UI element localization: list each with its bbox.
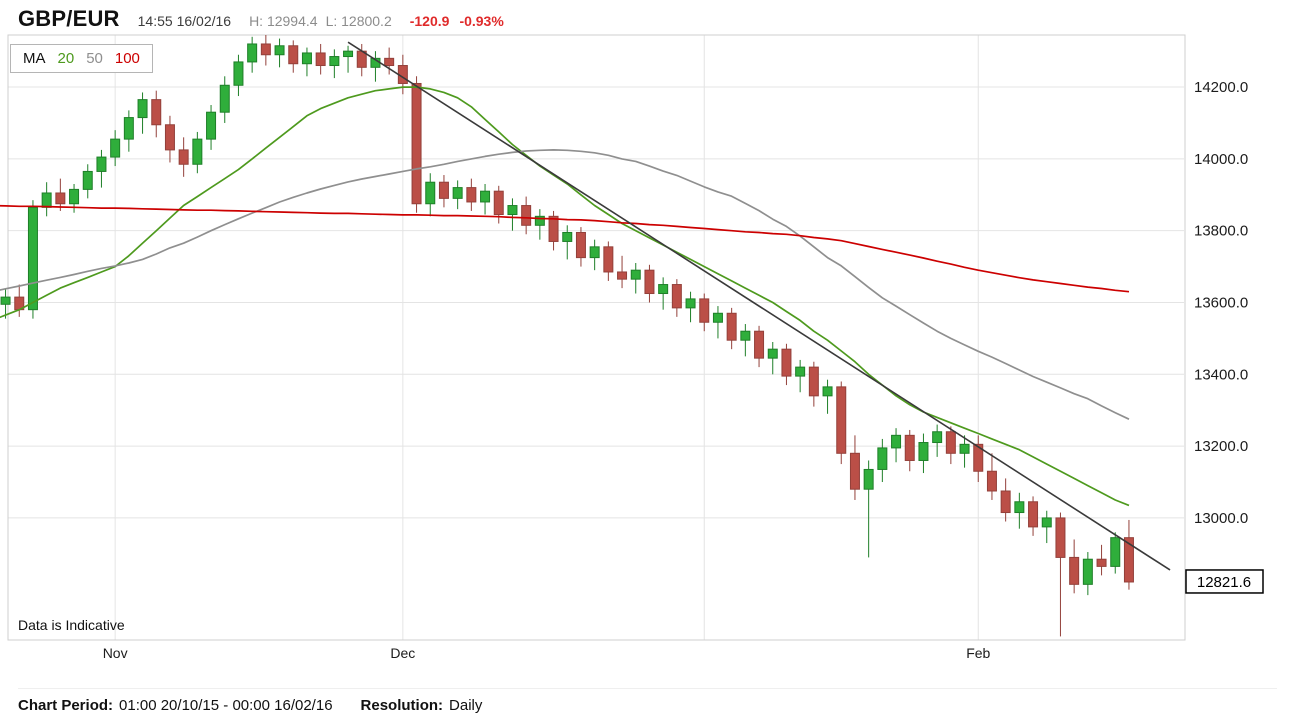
svg-text:14200.0: 14200.0 [1194, 79, 1248, 96]
price-axis-labels: 14200.0 14000.0 13800.0 13600.0 13400.0 13200… [1194, 79, 1248, 527]
session-low: L: 12800.2 [325, 13, 392, 29]
ma-line-ma100 [0, 204, 1130, 293]
price-change-group: -120.9 -0.93% [410, 13, 504, 29]
svg-text:Feb: Feb [966, 645, 990, 661]
price-change-percent: -0.93% [459, 13, 504, 29]
svg-text:13400.0: 13400.0 [1194, 366, 1248, 383]
svg-text:13800.0: 13800.0 [1194, 223, 1248, 240]
indicative-data-note: Data is Indicative [18, 617, 125, 633]
ma-line-ma50 [0, 149, 1130, 420]
time-axis-labels: Nov Dec Feb [103, 645, 991, 661]
ma20-legend-label: 20 [57, 50, 75, 67]
ma-line-ma20 [0, 86, 1130, 507]
last-price-marker: 12821.6 [1185, 569, 1264, 594]
svg-text:13600.0: 13600.0 [1194, 294, 1248, 311]
quote-timestamp: 14:55 16/02/16 [137, 13, 232, 29]
gridlines [8, 35, 1184, 640]
chart-period-label: Chart Period: [18, 697, 114, 714]
session-high-low: H: 12994.4 L: 12800.2 [249, 13, 392, 29]
candlestick-chart[interactable]: 14200.0 14000.0 13800.0 13600.0 13400.0 13200… [0, 0, 1295, 668]
resolution-value: Daily [449, 697, 483, 714]
chart-footer: Chart Period: 01:00 20/10/15 - 00:00 16/… [18, 688, 1277, 714]
chart-period-value: 01:00 20/10/15 - 00:00 16/02/16 [119, 697, 333, 714]
instrument-symbol: GBP/EUR [18, 6, 120, 31]
resolution-label: Resolution: [360, 697, 444, 714]
candles [0, 35, 1134, 637]
ma-legend-title: MA [23, 50, 46, 67]
svg-text:13000.0: 13000.0 [1194, 510, 1248, 527]
price-change: -120.9 [409, 13, 450, 29]
ma-legend: MA 20 50 100 [10, 44, 153, 73]
trendline[interactable] [347, 41, 1171, 571]
svg-text:14000.0: 14000.0 [1194, 151, 1248, 168]
ma100-legend-label: 100 [114, 50, 140, 67]
ma50-legend-label: 50 [86, 50, 103, 67]
plot-area [0, 35, 1171, 637]
session-high: H: 12994.4 [249, 13, 318, 29]
moving-average-lines [0, 86, 1130, 507]
plot-border [7, 34, 1186, 641]
svg-text:Dec: Dec [390, 645, 415, 661]
svg-text:Nov: Nov [103, 645, 128, 661]
svg-text:13200.0: 13200.0 [1194, 438, 1248, 455]
last-price-value: 12821.6 [1197, 574, 1251, 591]
quote-header: GBP/EUR 14:55 16/02/16 H: 12994.4 L: 128… [18, 6, 504, 32]
